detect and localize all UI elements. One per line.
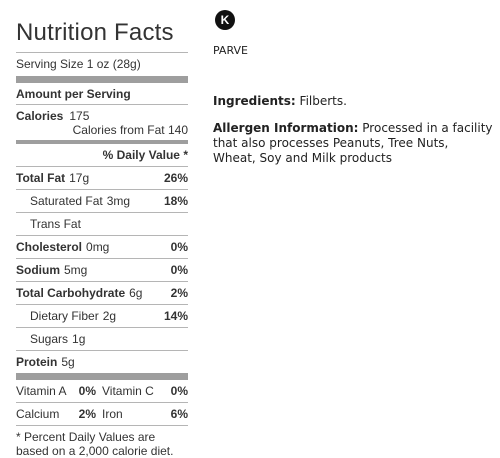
kosher-icon: K (215, 10, 235, 30)
nutrient-label: Sugars 1g (16, 332, 85, 346)
nutrient-row-total-fat: Total Fat 17g 26% (16, 167, 188, 190)
nutrient-row-total-carbohydrate: Total Carbohydrate 6g 2% (16, 282, 188, 305)
amount-per-serving: Amount per Serving (16, 83, 188, 105)
nutrient-daily-value: 18% (163, 194, 188, 208)
nutrient-amount: 5g (61, 355, 75, 369)
vitamin-row: Vitamin A 0% Vitamin C 0% (16, 380, 188, 403)
nutrient-amount: 1g (72, 332, 86, 346)
nutrient-amount: 6g (129, 286, 143, 300)
allergen-text: Processed in a facility that also proces… (213, 121, 493, 165)
nutrient-amount: 5mg (64, 263, 88, 277)
nutrient-label: Cholesterol 0mg (16, 240, 109, 254)
vitamin-item: Vitamin C 0% (102, 384, 188, 398)
nutrition-facts-title: Nutrition Facts (16, 19, 174, 46)
nutrient-name: Total Fat (16, 171, 66, 185)
vitamin-item: Vitamin A 0% (16, 384, 102, 398)
nutrient-row-sugars: Sugars 1g (16, 328, 188, 351)
vitamin-name: Iron (102, 407, 123, 421)
ingredients: Ingredients: Filberts. (213, 94, 493, 109)
nutrient-label: Sodium 5mg (16, 263, 87, 277)
vitamin-daily-value: 0% (170, 384, 188, 398)
vitamin-name: Vitamin A (16, 384, 67, 398)
vitamin-name: Vitamin C (102, 384, 154, 398)
nutrient-row-trans-fat: Trans Fat (16, 213, 188, 236)
calories-from-fat: Calories from Fat 140 (72, 123, 188, 137)
nutrient-daily-value: 26% (163, 171, 188, 185)
nutrient-row-protein: Protein 5g (16, 351, 188, 380)
vitamin-item: Calcium 2% (16, 407, 102, 421)
nutrient-name: Dietary Fiber (30, 309, 99, 323)
footnote: * Percent Daily Values are based on a 2,… (16, 430, 174, 458)
kosher-symbol: K (220, 13, 230, 27)
nutrient-label: Dietary Fiber 2g (16, 309, 116, 323)
nutrient-daily-value: 0% (170, 240, 188, 254)
vitamin-name: Calcium (16, 407, 60, 421)
nutrient-amount: 2g (102, 309, 117, 323)
vitamin-daily-value: 0% (78, 384, 96, 398)
calories-block: Calories 175 Calories from Fat 140 (16, 105, 188, 144)
nutrition-facts-panel: Nutrition Facts Serving Size 1 oz (28g) … (16, 18, 188, 458)
calories-label: Calories (16, 109, 64, 123)
vitamin-row: Calcium 2% Iron 6% (16, 403, 188, 426)
nutrient-name: Cholesterol (16, 240, 83, 254)
nutrient-name: Sugars (30, 332, 69, 346)
allergen-label: Allergen Information: (213, 121, 359, 135)
allergen-information: Allergen Information: Processed in a fac… (213, 121, 493, 166)
nutrient-rows: Total Fat 17g 26% Saturated Fat 3mg 18% Trans … (16, 167, 188, 380)
daily-value-header: % Daily Value * (16, 144, 188, 167)
nutrient-label: Saturated Fat 3mg (16, 194, 130, 208)
nutrient-row-saturated-fat: Saturated Fat 3mg 18% (16, 190, 188, 213)
calories-value: 175 (69, 109, 90, 123)
nutrient-label: Total Fat 17g (16, 171, 89, 185)
nutrient-amount: 3mg (106, 194, 131, 208)
nutrient-name: Sodium (16, 263, 60, 277)
nutrient-daily-value: 0% (170, 263, 188, 277)
nutrient-row-sodium: Sodium 5mg 0% (16, 259, 188, 282)
vitamin-item: Iron 6% (102, 407, 188, 421)
nutrient-row-dietary-fiber: Dietary Fiber 2g 14% (16, 305, 188, 328)
serving-size: Serving Size 1 oz (28g) (16, 52, 188, 83)
nutrient-amount: 0mg (86, 240, 110, 254)
nutrient-name: Total Carbohydrate (16, 286, 126, 300)
nutrient-amount: 17g (69, 171, 90, 185)
vitamin-daily-value: 2% (78, 407, 96, 421)
nutrient-label: Total Carbohydrate 6g (16, 286, 142, 300)
nutrient-label: Protein 5g (16, 355, 75, 369)
nutrient-name: Trans Fat (30, 217, 81, 231)
nutrient-name: Protein (16, 355, 58, 369)
nutrient-daily-value: 14% (163, 309, 188, 323)
ingredients-label: Ingredients: (213, 94, 296, 108)
vitamin-rows: Vitamin A 0% Vitamin C 0% Calcium 2% Iron 6% (16, 380, 188, 426)
ingredients-text: Filberts. (299, 94, 347, 108)
nutrient-row-cholesterol: Cholesterol 0mg 0% (16, 236, 188, 259)
nutrient-daily-value: 2% (170, 286, 188, 300)
nutrient-name: Saturated Fat (30, 194, 103, 208)
vitamin-daily-value: 6% (170, 407, 188, 421)
nutrient-label: Trans Fat (16, 217, 81, 231)
parve-label: PARVE (213, 44, 248, 57)
